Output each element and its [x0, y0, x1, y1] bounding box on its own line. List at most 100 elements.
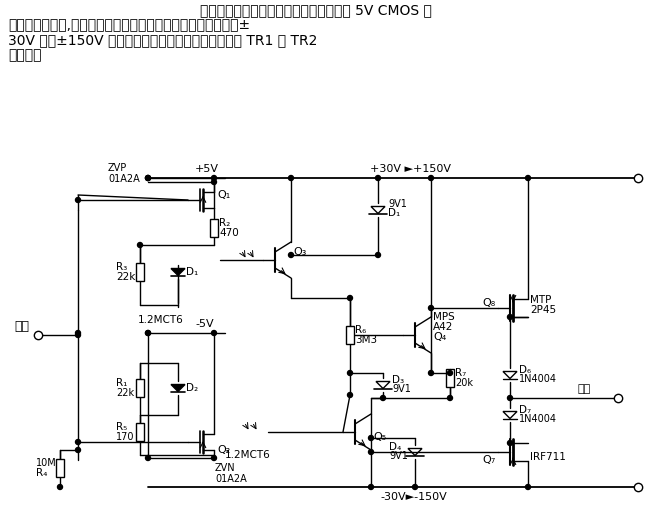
Text: 470: 470 [219, 228, 239, 238]
Circle shape [376, 176, 380, 181]
Text: R₇: R₇ [455, 368, 466, 378]
Text: Q₃: Q₃ [293, 247, 306, 257]
Text: 01A2A: 01A2A [215, 474, 247, 484]
Text: D₇: D₇ [519, 405, 531, 415]
Circle shape [368, 436, 374, 440]
Circle shape [145, 331, 151, 335]
Text: D₃: D₃ [392, 375, 404, 385]
Text: 1.2MCT6: 1.2MCT6 [138, 315, 183, 325]
Text: 22k: 22k [116, 272, 135, 282]
Circle shape [428, 371, 434, 375]
Text: 1N4004: 1N4004 [519, 374, 557, 384]
Circle shape [75, 331, 81, 335]
Circle shape [380, 395, 386, 400]
Text: 10M: 10M [36, 458, 57, 468]
Circle shape [75, 332, 81, 337]
Circle shape [526, 176, 530, 181]
Text: MTP: MTP [530, 295, 552, 305]
Text: MPS: MPS [433, 312, 455, 322]
Circle shape [145, 176, 151, 181]
Text: A42: A42 [433, 322, 454, 332]
Circle shape [145, 176, 151, 181]
Text: R₄: R₄ [36, 468, 47, 478]
Text: IRF711: IRF711 [530, 452, 566, 462]
Bar [136, 263, 144, 281]
Text: Q₄: Q₄ [433, 332, 446, 342]
Circle shape [145, 176, 151, 181]
Circle shape [289, 176, 293, 181]
Polygon shape [171, 385, 185, 392]
Text: 22k: 22k [116, 388, 134, 398]
Text: 1N4004: 1N4004 [519, 414, 557, 424]
Text: 9V1: 9V1 [389, 451, 408, 461]
Circle shape [448, 371, 452, 375]
Text: Q₁: Q₁ [217, 190, 230, 200]
Text: R₃: R₃ [116, 262, 127, 272]
Circle shape [211, 331, 217, 335]
Bar [136, 423, 144, 441]
Circle shape [57, 484, 63, 489]
Text: Q₈: Q₈ [482, 298, 495, 308]
Circle shape [145, 456, 151, 460]
Circle shape [508, 395, 512, 400]
Text: 01A2A: 01A2A [108, 174, 140, 184]
Circle shape [75, 198, 81, 203]
Text: 9V1: 9V1 [388, 199, 407, 209]
Text: 输入: 输入 [14, 319, 29, 332]
Text: D₄: D₄ [389, 442, 402, 452]
Circle shape [145, 331, 151, 335]
Circle shape [448, 395, 452, 400]
Circle shape [348, 295, 352, 301]
Circle shape [428, 176, 434, 181]
Text: 20k: 20k [455, 378, 473, 388]
Text: 1.2MCT6: 1.2MCT6 [225, 450, 271, 460]
Text: R₁: R₁ [116, 378, 127, 388]
Circle shape [211, 456, 217, 460]
Bar [210, 219, 218, 237]
Circle shape [368, 484, 374, 489]
Circle shape [211, 180, 217, 184]
Circle shape [348, 371, 352, 375]
Circle shape [508, 314, 512, 319]
Circle shape [368, 450, 374, 455]
Text: Q₇: Q₇ [482, 455, 496, 465]
Bar [446, 369, 454, 387]
Text: 30V 变到±150V 而不必改变电路元件。输入电压加到 TR1 和 TR2: 30V 变到±150V 而不必改变电路元件。输入电压加到 TR1 和 TR2 [8, 33, 317, 47]
Text: +30V ►+150V: +30V ►+150V [370, 164, 451, 174]
Text: 辑电路得到输入,输出同样极性的高压。该电路的供电电源可从±: 辑电路得到输入,输出同样极性的高压。该电路的供电电源可从± [8, 18, 250, 32]
Circle shape [428, 306, 434, 310]
Text: -30V►-150V: -30V►-150V [380, 492, 447, 502]
Circle shape [526, 484, 530, 489]
Text: -5V: -5V [195, 319, 213, 329]
Circle shape [412, 484, 418, 489]
Circle shape [376, 252, 380, 258]
Circle shape [75, 447, 81, 453]
Text: 的门极。: 的门极。 [8, 48, 41, 62]
Text: Q₅: Q₅ [373, 432, 386, 442]
Circle shape [348, 393, 352, 397]
Text: ZVP: ZVP [108, 163, 127, 173]
Text: 170: 170 [116, 432, 135, 442]
Text: R₂: R₂ [219, 218, 230, 228]
Circle shape [289, 252, 293, 258]
Circle shape [211, 176, 217, 181]
Text: 3M3: 3M3 [355, 335, 377, 345]
Bar [136, 379, 144, 397]
Text: 所示为一光电隔离高压电源电路。电路从 5V CMOS 逻: 所示为一光电隔离高压电源电路。电路从 5V CMOS 逻 [200, 3, 432, 17]
Text: 9V1: 9V1 [392, 384, 411, 394]
Text: D₁: D₁ [186, 267, 198, 277]
Text: R₆: R₆ [355, 325, 366, 335]
Bar [56, 459, 64, 477]
Text: R₅: R₅ [116, 422, 127, 432]
Polygon shape [171, 268, 185, 275]
Text: D₁: D₁ [388, 208, 400, 218]
Circle shape [75, 439, 81, 444]
Text: Q₂: Q₂ [217, 445, 230, 455]
Text: ZVN: ZVN [215, 463, 235, 473]
Text: 输出: 输出 [578, 384, 591, 394]
Circle shape [137, 243, 143, 247]
Circle shape [508, 440, 512, 445]
Text: D₂: D₂ [186, 383, 198, 393]
Bar [346, 326, 354, 344]
Text: +5V: +5V [195, 164, 219, 174]
